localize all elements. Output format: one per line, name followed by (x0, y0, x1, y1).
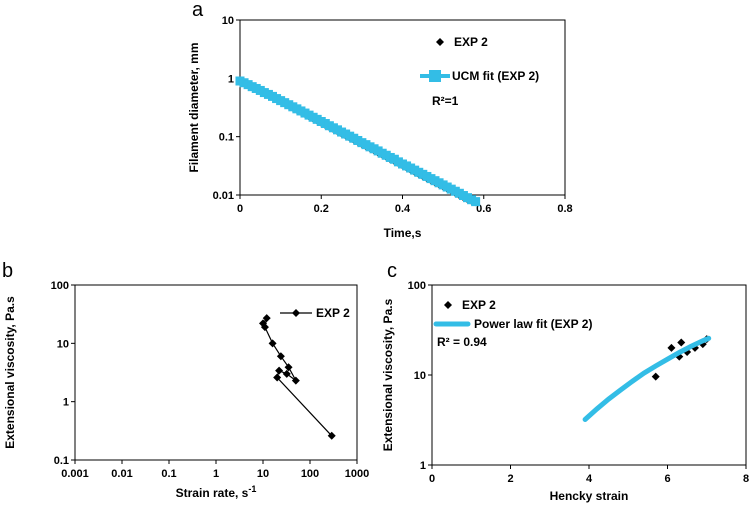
legend-label-b-0: EXP 2 (316, 306, 350, 320)
data-point-b-0-2 (260, 323, 269, 332)
legend-marker-a-1 (429, 70, 441, 82)
data-point-b-0-5 (284, 363, 293, 372)
x-tick-label-b: 0.001 (61, 468, 89, 480)
panel-label-b: b (2, 260, 13, 282)
x-tick-label-a: 0.4 (395, 203, 411, 215)
x-tick-label-c: 0 (429, 473, 435, 485)
data-point-b-0-6 (291, 376, 300, 385)
plot-c: 0 2 4 6 8 1 10 100 Hencky strain Extensional visc… (381, 280, 749, 503)
x-axis-label-b: Strain rate, s-1 (176, 484, 257, 500)
panel-label-c: c (387, 260, 397, 282)
y-axis-label-c: Extensional viscosity, Pa.s (381, 298, 395, 451)
x-axis-label-a: Time,s (384, 226, 422, 240)
x-tick-label-a: 0 (237, 203, 243, 215)
plot-b: 0.001 0.01 0.1 1 10 100 1000 0.1 1 10 100 Strain ra… (3, 280, 369, 500)
plot-area-b (74, 284, 358, 461)
y-axis-label-a: Filament diameter, mm (187, 42, 201, 172)
y-axis-label-b: Extensional viscosity, Pa.s (3, 296, 17, 449)
data-point-b-0-8 (275, 366, 284, 375)
x-tick-label-a: 0.8 (557, 203, 572, 215)
panel-label-a: a (192, 0, 204, 21)
x-tick-label-c: 8 (743, 473, 749, 485)
x-axis-label-c: Hencky strain (550, 489, 629, 503)
y-tick-label-b: 1 (63, 397, 69, 409)
legend-label-c-0: EXP 2 (462, 298, 496, 312)
x-tick-label-b: 1 (213, 468, 219, 480)
y-tick-label-a: 10 (222, 15, 234, 27)
data-point-c-0-3 (677, 338, 686, 347)
series-line-c-1 (582, 335, 712, 422)
x-tick-label-c: 2 (507, 473, 513, 485)
data-point-a-1-58 (471, 197, 481, 207)
x-tick-label-b: 100 (301, 468, 319, 480)
x-tick-label-b: 10 (257, 468, 269, 480)
x-tick-label-c: 6 (664, 473, 670, 485)
x-tick-label-b: 0.1 (161, 468, 176, 480)
x-tick-label-c: 4 (586, 473, 593, 485)
y-tick-label-b: 100 (51, 280, 69, 292)
y-tick-label-a: 0.1 (219, 132, 234, 144)
y-tick-label-c: 10 (414, 370, 426, 382)
y-tick-label-b: 0.1 (54, 455, 69, 467)
legend-marker-c-0 (444, 301, 452, 309)
legend-label-c-1: Power law fit (EXP 2) (474, 317, 592, 331)
data-point-b-0-3 (268, 339, 277, 348)
x-tick-label-a: 0.2 (314, 203, 329, 215)
legend-marker-a-0 (436, 38, 444, 46)
legend-label-a-0: EXP 2 (454, 35, 488, 49)
y-tick-label-c: 1 (420, 460, 426, 472)
data-point-b-0-10 (327, 431, 336, 440)
y-tick-label-b: 10 (57, 338, 69, 350)
data-point-b-0-4 (276, 352, 285, 361)
series-line-b-0 (262, 317, 333, 437)
data-point-b-0-1 (262, 314, 271, 323)
y-tick-label-a: 0.01 (213, 190, 234, 202)
y-tick-label-a: 1 (228, 73, 234, 85)
data-point-b-0-7 (282, 369, 291, 378)
plot-area-c (431, 284, 747, 466)
y-tick-label-c: 100 (408, 280, 426, 292)
legend-marker-b-0 (292, 309, 300, 317)
x-axis-label-superscript-b: -1 (248, 484, 256, 494)
legend-label-a-1: UCM fit (EXP 2) (452, 69, 539, 83)
data-point-c-0-1 (667, 343, 676, 352)
annotation-a: R²=1 (432, 94, 459, 108)
data-point-b-0-9 (273, 373, 282, 382)
x-tick-label-b: 1000 (345, 468, 369, 480)
data-point-c-0-0 (651, 372, 660, 381)
x-tick-label-b: 0.01 (111, 468, 132, 480)
annotation-c: R² = 0.94 (437, 335, 487, 349)
